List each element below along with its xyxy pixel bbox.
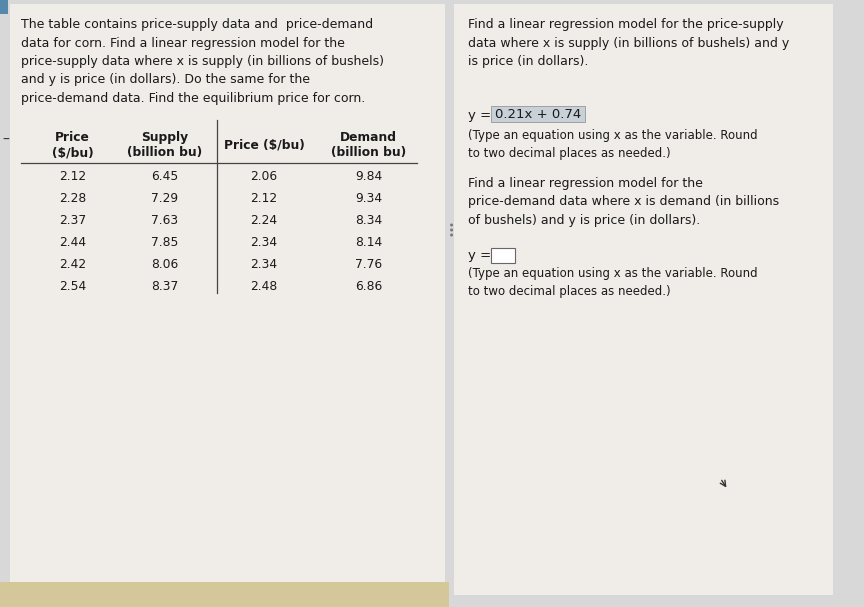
Text: Demand
(billion bu): Demand (billion bu) (331, 131, 406, 159)
Text: y =: y = (468, 109, 495, 121)
Text: –: – (2, 133, 9, 147)
Text: Find a linear regression model for the
price-demand data where x is demand (in b: Find a linear regression model for the p… (468, 177, 779, 227)
Bar (454, 4, 833, 595)
Text: 6.86: 6.86 (355, 280, 383, 294)
Text: 2.12: 2.12 (251, 192, 277, 206)
Text: 9.84: 9.84 (355, 171, 383, 183)
Text: Price ($/bu): Price ($/bu) (224, 138, 304, 152)
Text: 7.76: 7.76 (355, 259, 383, 271)
Bar (492, 248, 515, 262)
Circle shape (450, 234, 453, 237)
Text: Find a linear regression model for the price-supply
data where x is supply (in b: Find a linear regression model for the p… (468, 18, 790, 68)
Text: The table contains price-supply data and  price-demand
data for corn. Find a lin: The table contains price-supply data and… (22, 18, 384, 105)
Text: (Type an equation using x as the variable. Round
to two decimal places as needed: (Type an equation using x as the variabl… (468, 129, 758, 160)
Text: 9.34: 9.34 (355, 192, 383, 206)
Circle shape (450, 223, 453, 226)
Bar (10, 4, 445, 595)
Text: 8.34: 8.34 (355, 214, 383, 228)
Text: 2.24: 2.24 (251, 214, 277, 228)
Text: 8.37: 8.37 (151, 280, 179, 294)
Text: 8.14: 8.14 (355, 237, 383, 249)
Text: 2.28: 2.28 (59, 192, 86, 206)
Text: 2.44: 2.44 (60, 237, 86, 249)
Text: 7.85: 7.85 (151, 237, 179, 249)
Text: 2.37: 2.37 (60, 214, 86, 228)
Text: Price
($/bu): Price ($/bu) (52, 131, 93, 159)
Text: 0.21x + 0.74: 0.21x + 0.74 (495, 109, 581, 121)
Text: Supply
(billion bu): Supply (billion bu) (128, 131, 202, 159)
Text: 2.54: 2.54 (59, 280, 86, 294)
Text: 6.45: 6.45 (151, 171, 179, 183)
Circle shape (450, 228, 453, 231)
Text: 7.63: 7.63 (151, 214, 179, 228)
Bar (0, 0, 8, 14)
Text: 2.34: 2.34 (251, 237, 277, 249)
Text: (Type an equation using x as the variable. Round
to two decimal places as needed: (Type an equation using x as the variabl… (468, 267, 758, 298)
Bar (0, 582, 448, 607)
Text: 2.12: 2.12 (60, 171, 86, 183)
Text: 2.34: 2.34 (251, 259, 277, 271)
Text: 2.48: 2.48 (251, 280, 277, 294)
Text: 2.06: 2.06 (251, 171, 277, 183)
Bar (492, 106, 585, 122)
Text: y =: y = (468, 248, 495, 262)
Text: 7.29: 7.29 (151, 192, 179, 206)
Text: 2.42: 2.42 (60, 259, 86, 271)
Text: 8.06: 8.06 (151, 259, 179, 271)
